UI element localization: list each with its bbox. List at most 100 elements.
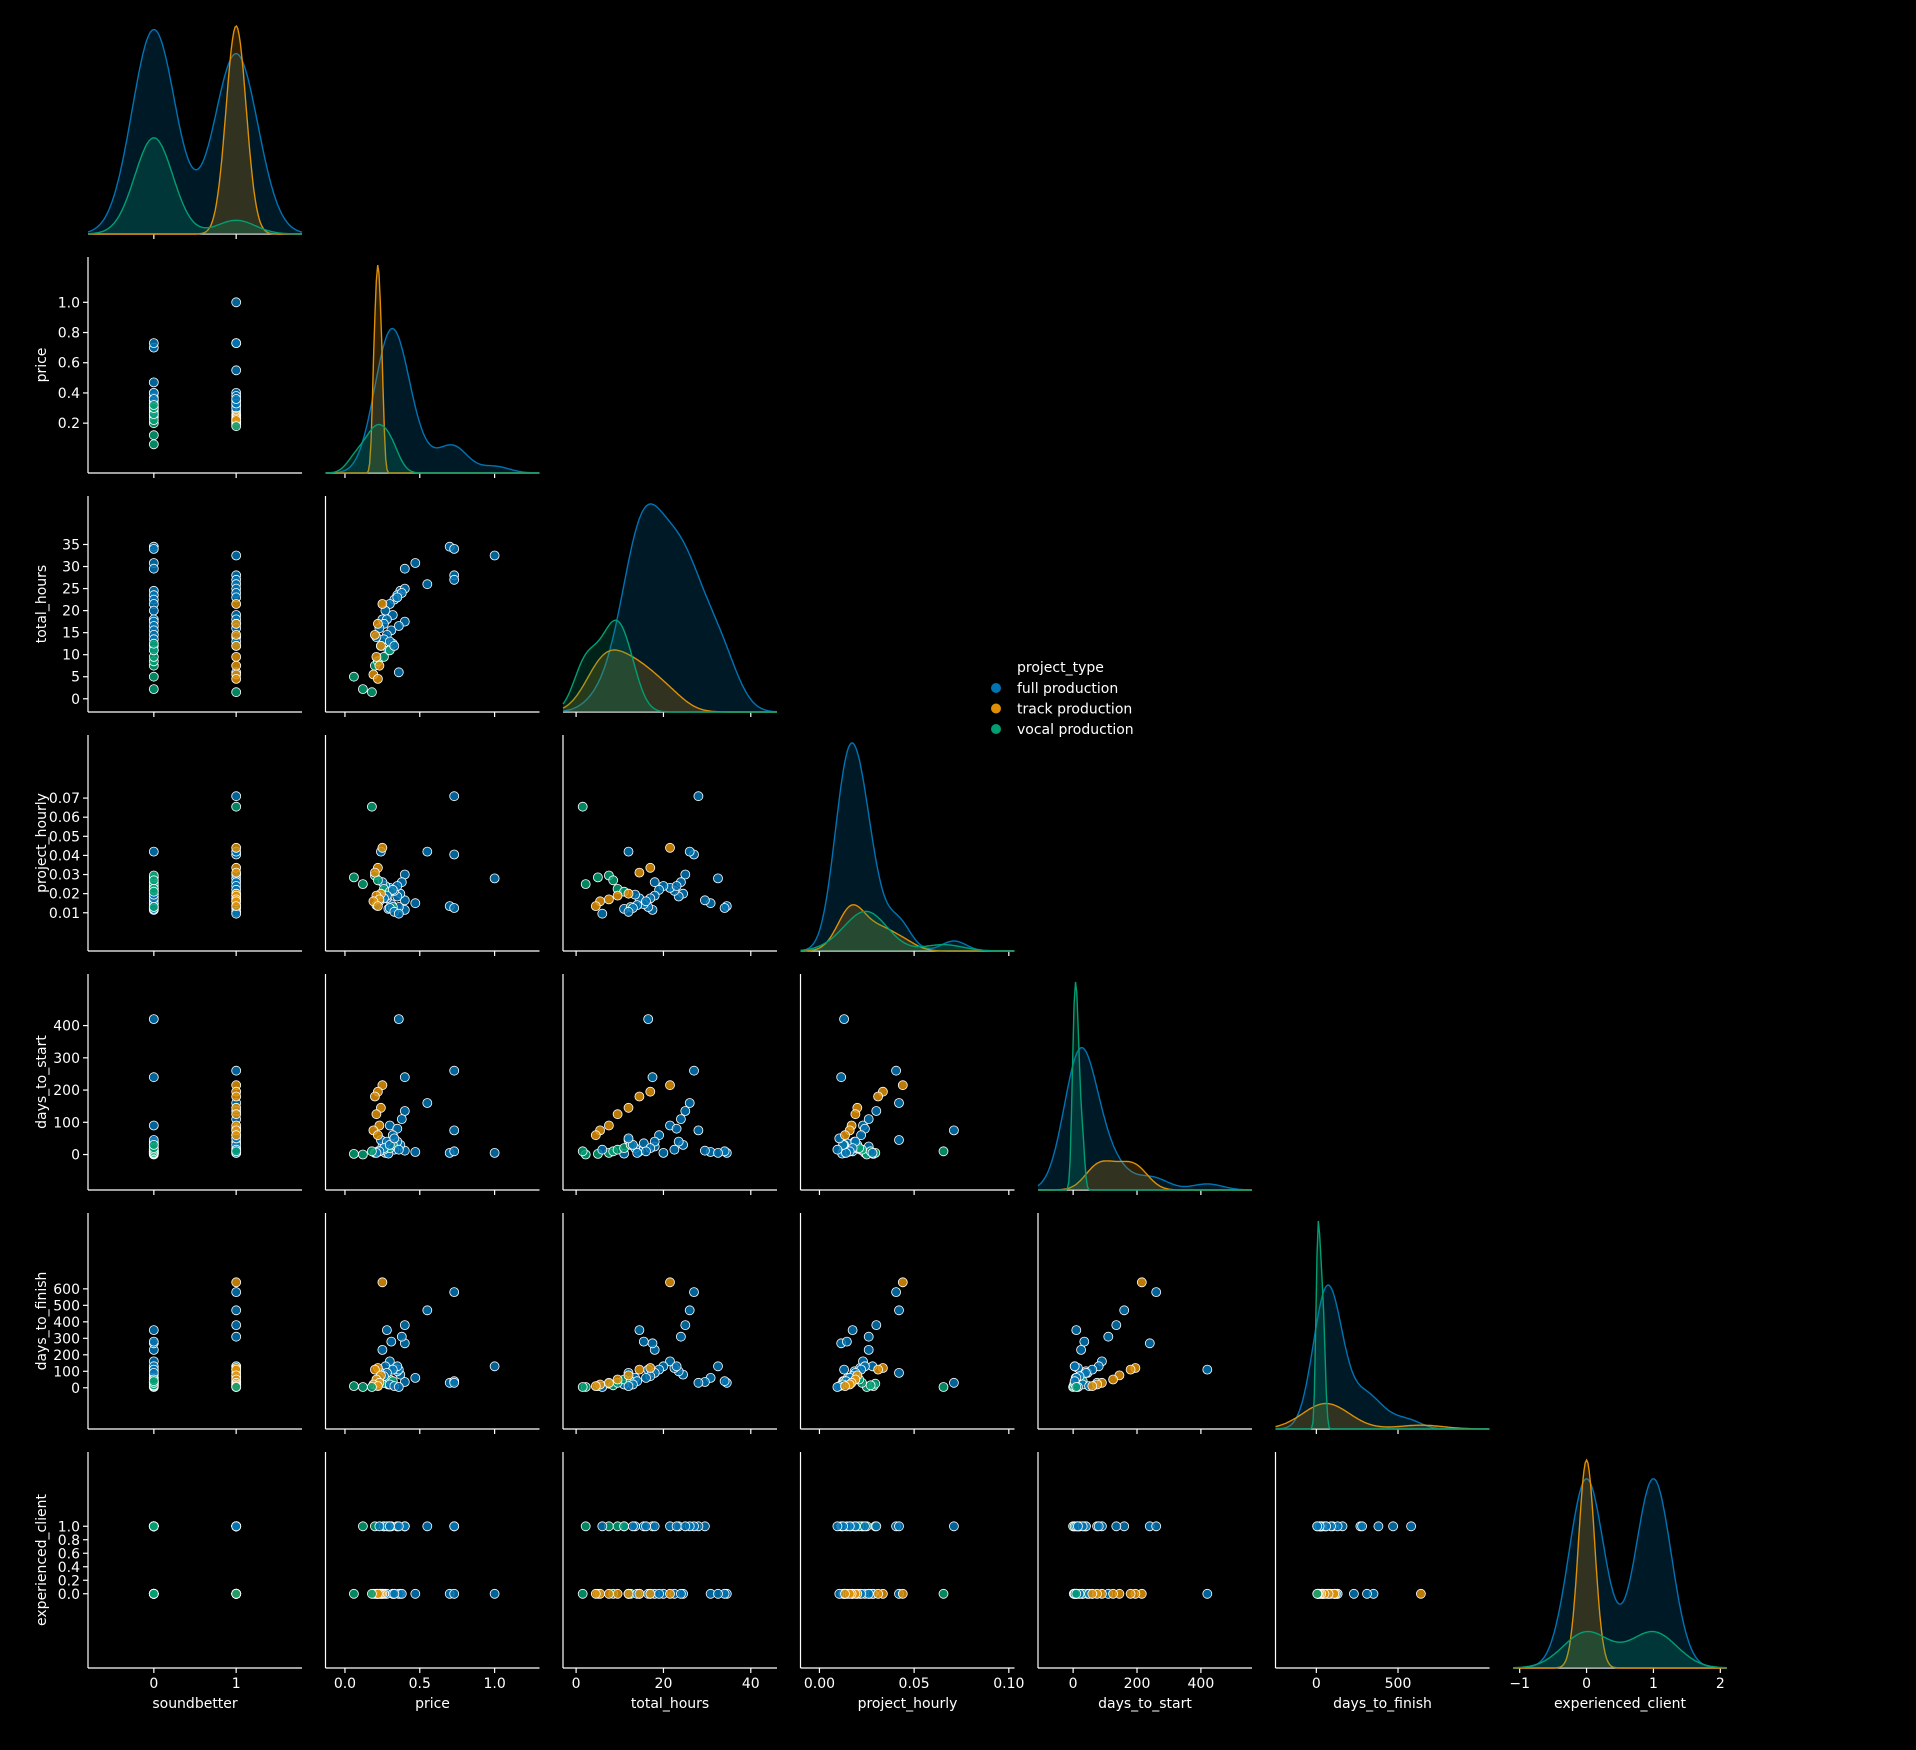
point-full-production xyxy=(422,1521,433,1532)
point-full-production xyxy=(148,1014,159,1024)
point-full-production xyxy=(671,1521,682,1532)
panel-days_to_start-vs-project_hourly xyxy=(799,974,1015,1195)
kde-area-full-production xyxy=(325,328,540,473)
point-full-production xyxy=(489,1588,500,1599)
point-track-production xyxy=(665,1277,675,1288)
point-full-production xyxy=(680,1106,691,1116)
point-full-production xyxy=(649,1521,660,1532)
panel-experienced_client-vs-project_hourly: 0.00 0.05 0.10 project_hourly xyxy=(799,1452,1024,1712)
point-vocal-production xyxy=(357,684,368,694)
point-full-production xyxy=(410,1373,421,1383)
point-track-production xyxy=(372,1130,383,1141)
point-full-production xyxy=(641,1521,651,1532)
panel-experienced_client-vs-price: 0.0 0.5 1.0 price xyxy=(324,1452,540,1712)
point-vocal-production xyxy=(366,801,377,812)
point-track-production xyxy=(369,1364,380,1375)
point-full-production xyxy=(638,1336,649,1347)
point-full-production xyxy=(1357,1521,1367,1532)
point-full-production xyxy=(399,1072,410,1083)
point-full-production xyxy=(684,1098,695,1108)
point-track-production xyxy=(1136,1277,1147,1288)
kde-area-track-production xyxy=(88,26,302,234)
point-full-production xyxy=(863,1114,874,1124)
point-full-production xyxy=(422,846,433,857)
panel-days_to_finish-vs-days_to_start xyxy=(1037,1213,1252,1434)
x-axis-label: experienced_client xyxy=(1554,1696,1686,1712)
point-track-production xyxy=(590,1381,601,1391)
kde-line-track-production xyxy=(88,24,302,235)
point-vocal-production xyxy=(357,1149,368,1160)
point-full-production xyxy=(684,846,695,857)
legend: project_type full production track produ… xyxy=(991,660,1134,738)
point-full-production xyxy=(658,1148,669,1158)
point-full-production xyxy=(393,667,404,678)
point-full-production xyxy=(1349,1588,1359,1599)
point-full-production xyxy=(393,1014,404,1024)
kde-line-full-production xyxy=(562,503,778,713)
y-axis-label: total_hours xyxy=(34,565,50,643)
point-full-production xyxy=(1202,1588,1213,1599)
point-full-production xyxy=(393,621,404,631)
point-full-production xyxy=(647,1338,658,1349)
point-full-production xyxy=(389,1133,400,1144)
point-vocal-production xyxy=(348,872,359,883)
point-vocal-production xyxy=(231,1382,242,1392)
y-tick-label: 0 xyxy=(71,1148,80,1164)
y-tick-label: 0.07 xyxy=(49,791,80,807)
point-full-production xyxy=(894,1368,904,1378)
point-full-production xyxy=(449,1377,460,1388)
point-full-production xyxy=(860,1521,870,1532)
kde-area-track-production xyxy=(563,650,777,712)
point-track-production xyxy=(231,867,242,878)
point-full-production xyxy=(863,1331,874,1342)
point-track-production xyxy=(612,890,623,901)
y-tick-label: 400 xyxy=(53,1315,80,1331)
point-full-production xyxy=(641,1146,651,1157)
point-full-production xyxy=(148,1072,159,1083)
point-full-production xyxy=(949,1377,959,1388)
y-tick-label: 0.01 xyxy=(49,906,80,922)
point-track-production xyxy=(231,674,242,684)
point-full-production xyxy=(231,297,242,308)
point-full-production xyxy=(148,563,159,574)
point-track-production xyxy=(604,1120,614,1131)
point-full-production xyxy=(387,884,398,895)
point-vocal-production xyxy=(366,1146,377,1157)
point-track-production xyxy=(873,1364,883,1375)
point-track-production xyxy=(897,1277,908,1288)
point-full-production xyxy=(949,1521,959,1532)
point-full-production xyxy=(399,563,410,574)
point-vocal-production xyxy=(148,875,159,886)
point-full-production xyxy=(231,1305,242,1316)
point-full-production xyxy=(634,1325,645,1335)
kde-line-full-production xyxy=(325,327,540,474)
panel-days_to_finish-vs-total_hours xyxy=(562,1213,777,1434)
panel-experienced_client-vs-total_hours: 0 20 40 total_hours xyxy=(562,1452,777,1712)
point-full-production xyxy=(689,1065,699,1076)
point-full-production xyxy=(410,558,421,568)
point-full-production xyxy=(374,1521,385,1532)
point-vocal-production xyxy=(577,1146,588,1157)
x-axis-label: price xyxy=(415,1696,450,1712)
kde-area-vocal-production xyxy=(325,424,540,473)
point-full-production xyxy=(647,1072,658,1083)
point-vocal-production xyxy=(593,872,603,883)
point-full-production xyxy=(449,1521,460,1532)
point-vocal-production xyxy=(1071,1382,1082,1392)
point-vocal-production xyxy=(1071,1588,1082,1599)
point-track-production xyxy=(377,842,388,853)
y-tick-label: 200 xyxy=(53,1348,80,1364)
point-track-production xyxy=(850,1109,861,1120)
point-full-production xyxy=(700,1145,710,1156)
point-full-production xyxy=(842,1336,852,1347)
point-track-production xyxy=(374,660,385,671)
point-full-production xyxy=(669,1144,680,1155)
point-full-production xyxy=(148,377,159,388)
point-full-production xyxy=(449,1125,460,1136)
point-track-production xyxy=(231,1109,242,1120)
point-full-production xyxy=(231,550,242,561)
legend-marker-vocal-production xyxy=(991,724,1001,734)
y-tick-label: 300 xyxy=(53,1331,80,1347)
point-vocal-production xyxy=(938,1146,949,1157)
